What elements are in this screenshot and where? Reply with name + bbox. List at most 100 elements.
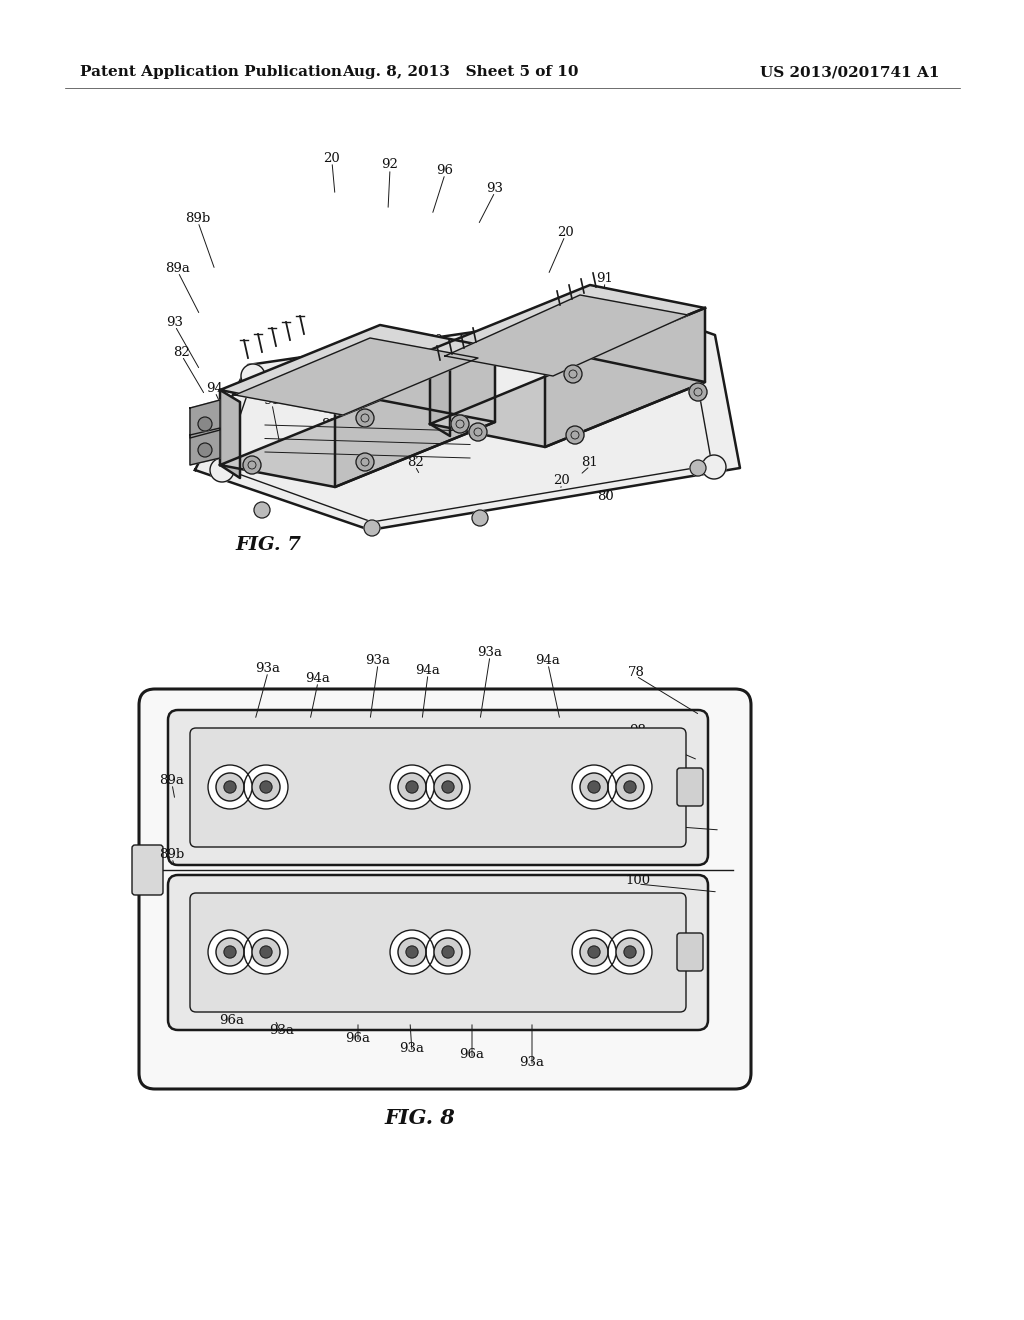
FancyBboxPatch shape <box>168 875 708 1030</box>
Text: 80: 80 <box>632 813 648 826</box>
Circle shape <box>243 455 261 474</box>
Circle shape <box>616 774 644 801</box>
Circle shape <box>472 510 488 525</box>
Circle shape <box>572 766 616 809</box>
Text: 94: 94 <box>207 381 223 395</box>
Circle shape <box>572 931 616 974</box>
Circle shape <box>356 409 374 426</box>
Circle shape <box>451 414 469 433</box>
Circle shape <box>254 502 270 517</box>
Text: 98: 98 <box>630 723 646 737</box>
Text: 93a: 93a <box>366 653 390 667</box>
Circle shape <box>210 458 234 482</box>
Text: 91: 91 <box>359 441 377 454</box>
Text: 93a: 93a <box>477 645 503 659</box>
Circle shape <box>426 766 470 809</box>
Text: 91: 91 <box>263 393 281 407</box>
Circle shape <box>216 939 244 966</box>
Circle shape <box>434 939 462 966</box>
Text: 96a: 96a <box>345 1031 371 1044</box>
FancyBboxPatch shape <box>190 729 686 847</box>
Circle shape <box>390 766 434 809</box>
Circle shape <box>260 946 272 958</box>
Polygon shape <box>195 308 740 531</box>
FancyBboxPatch shape <box>677 768 703 807</box>
Text: 94a: 94a <box>536 653 560 667</box>
Circle shape <box>690 459 706 477</box>
Polygon shape <box>335 348 495 487</box>
Polygon shape <box>220 325 495 413</box>
Circle shape <box>406 946 418 958</box>
Text: US 2013/0201741 A1: US 2013/0201741 A1 <box>761 65 940 79</box>
Circle shape <box>241 364 265 388</box>
Circle shape <box>356 453 374 471</box>
Circle shape <box>624 946 636 958</box>
Text: FIG. 8: FIG. 8 <box>385 1107 456 1129</box>
Circle shape <box>608 931 652 974</box>
Circle shape <box>442 781 454 793</box>
Circle shape <box>616 939 644 966</box>
Polygon shape <box>430 350 450 436</box>
Circle shape <box>198 417 212 432</box>
Circle shape <box>364 520 380 536</box>
Text: 78: 78 <box>680 338 696 351</box>
Text: Patent Application Publication: Patent Application Publication <box>80 65 342 79</box>
Text: 94a: 94a <box>305 672 331 685</box>
Circle shape <box>689 383 707 401</box>
Circle shape <box>426 931 470 974</box>
Circle shape <box>580 774 608 801</box>
Text: 89a: 89a <box>166 261 190 275</box>
Circle shape <box>434 774 462 801</box>
Text: 89a: 89a <box>160 774 184 787</box>
Circle shape <box>678 331 702 355</box>
Text: 20: 20 <box>324 152 340 165</box>
FancyBboxPatch shape <box>132 845 163 895</box>
Circle shape <box>442 946 454 958</box>
Text: 20: 20 <box>554 474 570 487</box>
Text: 94a: 94a <box>416 664 440 676</box>
Text: 80: 80 <box>597 490 613 503</box>
Circle shape <box>702 455 726 479</box>
Text: 93: 93 <box>486 181 504 194</box>
Circle shape <box>624 781 636 793</box>
Circle shape <box>406 781 418 793</box>
Text: 93: 93 <box>167 315 183 329</box>
Circle shape <box>469 422 487 441</box>
Text: 78: 78 <box>628 665 644 678</box>
Text: 96a: 96a <box>460 1048 484 1061</box>
Circle shape <box>208 931 252 974</box>
Circle shape <box>564 366 582 383</box>
Circle shape <box>244 766 288 809</box>
Text: 91: 91 <box>597 272 613 285</box>
Circle shape <box>216 774 244 801</box>
Circle shape <box>224 781 236 793</box>
Text: 91: 91 <box>637 312 653 325</box>
FancyBboxPatch shape <box>168 710 708 865</box>
Text: 96a: 96a <box>219 1014 245 1027</box>
Circle shape <box>398 774 426 801</box>
Text: 96: 96 <box>436 164 454 177</box>
Circle shape <box>588 946 600 958</box>
Text: Aug. 8, 2013   Sheet 5 of 10: Aug. 8, 2013 Sheet 5 of 10 <box>342 65 579 79</box>
Polygon shape <box>430 285 705 374</box>
Text: 89b: 89b <box>185 211 211 224</box>
Circle shape <box>390 931 434 974</box>
Circle shape <box>260 781 272 793</box>
Polygon shape <box>445 294 688 376</box>
Circle shape <box>608 766 652 809</box>
Circle shape <box>252 774 280 801</box>
Text: 81: 81 <box>582 455 598 469</box>
FancyBboxPatch shape <box>677 933 703 972</box>
Polygon shape <box>220 389 240 478</box>
Text: 93a: 93a <box>399 1041 425 1055</box>
Circle shape <box>252 939 280 966</box>
Polygon shape <box>430 358 705 447</box>
Text: FIG. 7: FIG. 7 <box>234 536 301 554</box>
Text: 90: 90 <box>479 366 497 379</box>
Polygon shape <box>545 308 705 447</box>
Polygon shape <box>220 400 495 487</box>
Text: 20: 20 <box>557 226 573 239</box>
FancyBboxPatch shape <box>190 894 686 1012</box>
Text: 89b: 89b <box>160 849 184 862</box>
Polygon shape <box>234 338 478 414</box>
